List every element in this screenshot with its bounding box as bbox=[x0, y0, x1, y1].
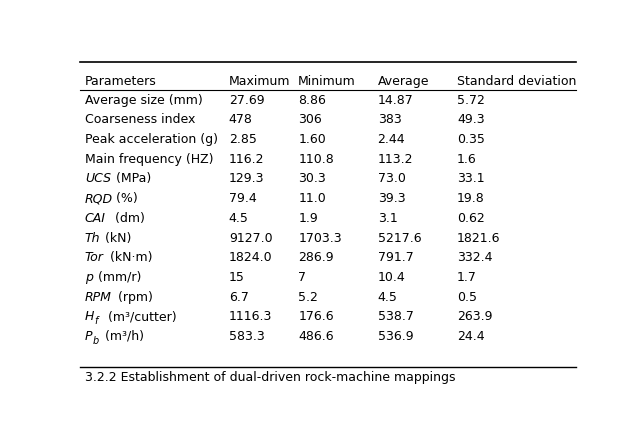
Text: Th: Th bbox=[85, 232, 100, 245]
Text: (m³/h): (m³/h) bbox=[101, 330, 145, 343]
Text: (mm/r): (mm/r) bbox=[94, 271, 141, 284]
Text: Average size (mm): Average size (mm) bbox=[85, 94, 203, 107]
Text: Tor: Tor bbox=[85, 251, 104, 264]
Text: CAI: CAI bbox=[85, 212, 106, 225]
Text: 14.87: 14.87 bbox=[378, 94, 413, 107]
Text: b: b bbox=[93, 336, 99, 346]
Text: 9127.0: 9127.0 bbox=[229, 232, 273, 245]
Text: 1821.6: 1821.6 bbox=[457, 232, 500, 245]
Text: 116.2: 116.2 bbox=[229, 153, 264, 166]
Text: 129.3: 129.3 bbox=[229, 172, 264, 185]
Text: 583.3: 583.3 bbox=[229, 330, 264, 343]
Text: (MPa): (MPa) bbox=[112, 172, 152, 185]
Text: UCS: UCS bbox=[85, 172, 111, 185]
Text: 8.86: 8.86 bbox=[298, 94, 326, 107]
Text: 4.5: 4.5 bbox=[378, 291, 397, 304]
Text: 5.2: 5.2 bbox=[298, 291, 318, 304]
Text: 478: 478 bbox=[229, 113, 253, 126]
Text: 110.8: 110.8 bbox=[298, 153, 334, 166]
Text: 306: 306 bbox=[298, 113, 322, 126]
Text: 536.9: 536.9 bbox=[378, 330, 413, 343]
Text: Average: Average bbox=[378, 75, 429, 88]
Text: Coarseness index: Coarseness index bbox=[85, 113, 195, 126]
Text: 0.62: 0.62 bbox=[457, 212, 484, 225]
Text: Main frequency (HZ): Main frequency (HZ) bbox=[85, 153, 214, 166]
Text: 39.3: 39.3 bbox=[378, 192, 405, 205]
Text: 79.4: 79.4 bbox=[229, 192, 257, 205]
Text: 33.1: 33.1 bbox=[457, 172, 484, 185]
Text: 5.72: 5.72 bbox=[457, 94, 485, 107]
Text: 0.35: 0.35 bbox=[457, 133, 485, 146]
Text: 1.7: 1.7 bbox=[457, 271, 477, 284]
Text: Maximum: Maximum bbox=[229, 75, 291, 88]
Text: Minimum: Minimum bbox=[298, 75, 356, 88]
Text: 5217.6: 5217.6 bbox=[378, 232, 421, 245]
Text: 24.4: 24.4 bbox=[457, 330, 484, 343]
Text: 73.0: 73.0 bbox=[378, 172, 406, 185]
Text: (kN·m): (kN·m) bbox=[106, 251, 152, 264]
Text: 11.0: 11.0 bbox=[298, 192, 326, 205]
Text: 1703.3: 1703.3 bbox=[298, 232, 342, 245]
Text: Standard deviation: Standard deviation bbox=[457, 75, 577, 88]
Text: RQD: RQD bbox=[85, 192, 113, 205]
Text: Peak acceleration (g): Peak acceleration (g) bbox=[85, 133, 218, 146]
Text: 1.60: 1.60 bbox=[298, 133, 326, 146]
Text: 113.2: 113.2 bbox=[378, 153, 413, 166]
Text: (rpm): (rpm) bbox=[114, 291, 152, 304]
Text: Parameters: Parameters bbox=[85, 75, 157, 88]
Text: 263.9: 263.9 bbox=[457, 310, 492, 323]
Text: 176.6: 176.6 bbox=[298, 310, 334, 323]
Text: p: p bbox=[85, 271, 93, 284]
Text: 10.4: 10.4 bbox=[378, 271, 405, 284]
Text: 6.7: 6.7 bbox=[229, 291, 249, 304]
Text: 15: 15 bbox=[229, 271, 244, 284]
Text: 3.2.2 Establishment of dual-driven rock-machine mappings: 3.2.2 Establishment of dual-driven rock-… bbox=[85, 371, 456, 384]
Text: 1824.0: 1824.0 bbox=[229, 251, 273, 264]
Text: 538.7: 538.7 bbox=[378, 310, 413, 323]
Text: 332.4: 332.4 bbox=[457, 251, 492, 264]
Text: H: H bbox=[85, 310, 94, 323]
Text: 486.6: 486.6 bbox=[298, 330, 334, 343]
Text: 1.6: 1.6 bbox=[457, 153, 477, 166]
Text: 286.9: 286.9 bbox=[298, 251, 334, 264]
Text: 383: 383 bbox=[378, 113, 401, 126]
Text: 1116.3: 1116.3 bbox=[229, 310, 272, 323]
Text: 27.69: 27.69 bbox=[229, 94, 264, 107]
Text: 2.44: 2.44 bbox=[378, 133, 405, 146]
Text: 19.8: 19.8 bbox=[457, 192, 484, 205]
Text: 1.9: 1.9 bbox=[298, 212, 318, 225]
Text: P: P bbox=[85, 330, 92, 343]
Text: (dm): (dm) bbox=[111, 212, 145, 225]
Text: RPM: RPM bbox=[85, 291, 112, 304]
Text: (m³/cutter): (m³/cutter) bbox=[104, 310, 177, 323]
Text: 30.3: 30.3 bbox=[298, 172, 326, 185]
Text: 791.7: 791.7 bbox=[378, 251, 413, 264]
Text: 7: 7 bbox=[298, 271, 307, 284]
Text: 49.3: 49.3 bbox=[457, 113, 484, 126]
Text: 2.85: 2.85 bbox=[229, 133, 257, 146]
Text: f: f bbox=[94, 316, 97, 326]
Text: 0.5: 0.5 bbox=[457, 291, 477, 304]
Text: (%): (%) bbox=[112, 192, 138, 205]
Text: (kN): (kN) bbox=[101, 232, 131, 245]
Text: 3.1: 3.1 bbox=[378, 212, 397, 225]
Text: 4.5: 4.5 bbox=[229, 212, 249, 225]
